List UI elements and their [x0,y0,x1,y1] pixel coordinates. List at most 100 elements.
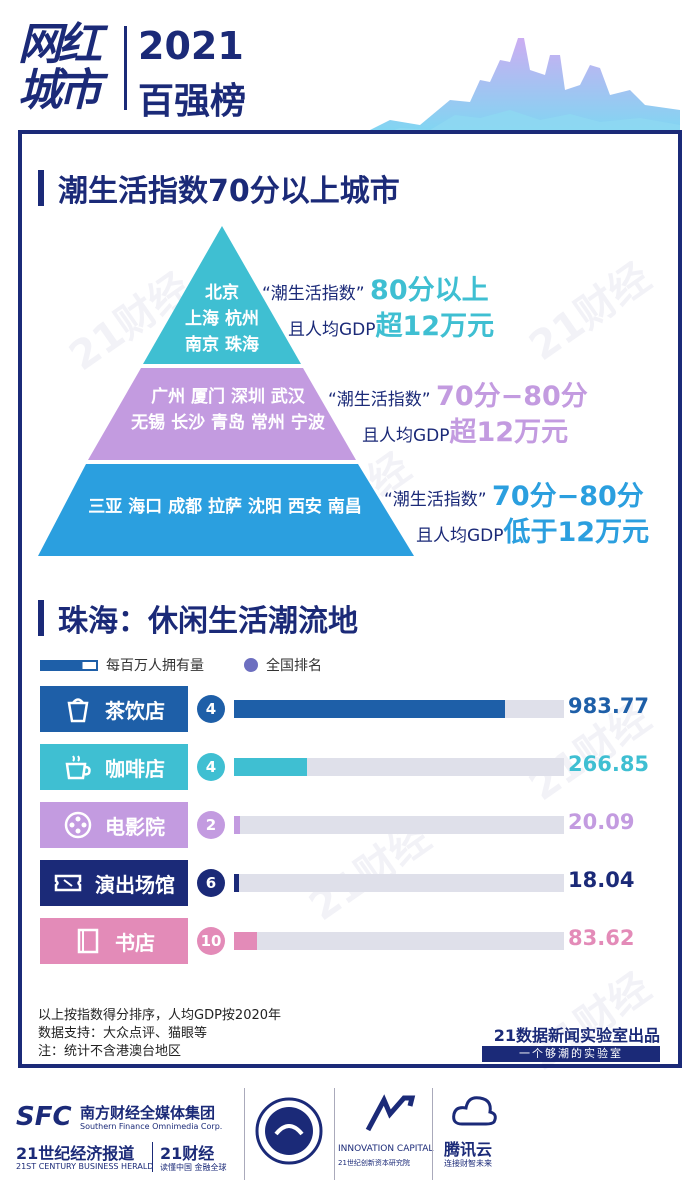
rank-dot: 2 [197,811,225,839]
note-line-2: 数据支持：大众点评、猫眼等 [38,1026,208,1041]
title-bar [38,600,44,636]
pyramid-bottom-cities: 三亚 海口 成都 拉萨 沈阳 西安 南昌 [60,494,390,520]
tier1-caption: “潮生活指数” 80分以上 [262,268,489,307]
bar-fill [234,874,239,892]
header: 网红 城市 2021 百强榜 [0,0,700,135]
caption-gdp-prefix: 且人均GDP [416,526,504,546]
tier2-gdp-caption: 且人均GDP超12万元 [362,410,568,449]
note-line-3: 注：统计不含港澳台地区 [38,1044,182,1059]
innovation-sub: 21世纪创新资本研究院 [338,1159,410,1167]
footer-divider [432,1088,433,1180]
tier3-gdp-caption: 且人均GDP低于12万元 [416,510,649,549]
bar-value-label: 18.04 [568,868,635,892]
tencent-cloud-icon [452,1096,497,1126]
note-line-1: 以上按指数得分排序，人均GDP按2020年 [38,1008,282,1023]
coffee-cup-icon [63,752,93,782]
rank-dot: 10 [197,927,225,955]
bar-fill [234,932,257,950]
legend-bar-label: 每百万人拥有量 [106,658,204,674]
title-bar [38,170,44,206]
category-label-box: 咖啡店 [40,744,188,790]
chao-emblem-icon [255,1097,323,1165]
bar-value-label: 83.62 [568,926,635,950]
tea-cup-icon [63,694,93,724]
section2-title-text: 珠海：休闲生活潮流地 [58,604,358,639]
header-year: 2021 [138,24,244,68]
city-line: 上海 杭州 [185,309,259,329]
city-line: 南京 珠海 [185,335,259,355]
footer-divider [244,1088,245,1180]
innovation-name: INNOVATION CAPITAL [338,1144,434,1154]
bar-row: 茶饮店 4 983.77 [40,686,660,732]
caption-gdp: 超12万元 [449,417,569,448]
bar-row: 演出场馆 6 18.04 [40,860,660,906]
bar-row: 书店 10 83.62 [40,918,660,964]
rank-dot: 4 [197,695,225,723]
tencent-slogan: 连接财智未来 [444,1159,492,1168]
bar-value-label: 20.09 [568,810,635,834]
caption-prefix: “潮生活指数” [262,284,365,304]
group-name: 南方财经全媒体集团 [80,1104,216,1122]
bar-value-label: 983.77 [568,694,650,718]
bar-track [234,874,564,892]
rank-dot: 6 [197,869,225,897]
bar-value-label: 266.85 [568,752,650,776]
category-label: 演出场馆 [95,872,175,897]
tier2-caption: “潮生活指数” 70分−80分 [328,374,588,413]
city-line: 无锡 长沙 青岛 常州 宁波 [131,413,325,433]
footer-divider [152,1142,153,1172]
section2-title: 珠海：休闲生活潮流地 [38,596,358,640]
bar-row: 电影院 2 20.09 [40,802,660,848]
caption-gdp: 超12万元 [375,311,495,342]
category-label-box: 电影院 [40,802,188,848]
bar-fill [234,700,505,718]
pyramid-tier-top [143,226,301,364]
innovation-capital-icon [365,1094,416,1132]
pyramid-top-cities: 北京 上海 杭州 南京 珠海 [172,280,272,358]
bar-row: 咖啡店 4 266.85 [40,744,660,790]
credit-sub: 一个够潮的实验室 [482,1046,660,1062]
caption-prefix: “潮生活指数” [384,490,487,510]
bar-fill [234,816,240,834]
caption-score: 70分−80分 [492,481,644,512]
bar-track [234,816,564,834]
caption-gdp-prefix: 且人均GDP [362,426,450,446]
section1-title-text: 潮生活指数70分以上城市 [58,174,400,209]
header-divider [124,26,127,110]
sfc-logo: SFC [16,1102,72,1132]
chart-legend: 每百万人拥有量 全国排名 [40,655,322,675]
section1-title: 潮生活指数70分以上城市 [38,166,400,210]
credit-main: 21数据新闻实验室出品 [493,1026,660,1045]
caption-score: 70分−80分 [436,381,588,412]
caption-gdp: 低于12万元 [503,517,650,548]
film-reel-icon [63,810,93,840]
rank-dot: 4 [197,753,225,781]
bar-track [234,700,564,718]
caijing-name: 21财经 [160,1144,215,1163]
category-label: 茶饮店 [105,698,165,723]
category-label: 书店 [115,930,155,955]
header-subtitle: 百强榜 [138,81,247,122]
footer: SFC 南方财经全媒体集团 Southern Finance Omnimedia… [0,1080,700,1188]
category-label-box: 演出场馆 [40,860,188,906]
pyramid [38,226,414,556]
bar-track [234,932,564,950]
city-line: 广州 厦门 深圳 武汉 [151,387,305,407]
logo-line-1: 网红 [18,19,102,70]
book-icon [73,926,103,956]
bar-fill [234,758,308,776]
legend-dot-label: 全国排名 [266,658,322,674]
bar-track [234,758,564,776]
tencent-name: 腾讯云 [444,1140,493,1159]
category-label: 电影院 [105,814,165,839]
city-line: 北京 [205,283,239,303]
caijing-slogan: 读懂中国 金融全球 [160,1163,227,1172]
main-frame [18,130,682,1068]
caption-score: 80分以上 [370,275,489,306]
caption-gdp-prefix: 且人均GDP [288,320,376,340]
category-label-box: 茶饮店 [40,686,188,732]
category-label-box: 书店 [40,918,188,964]
legend-bar-swatch [40,659,98,671]
wanghong-logo: 网红 城市 [18,22,118,114]
ticket-icon [53,868,83,898]
